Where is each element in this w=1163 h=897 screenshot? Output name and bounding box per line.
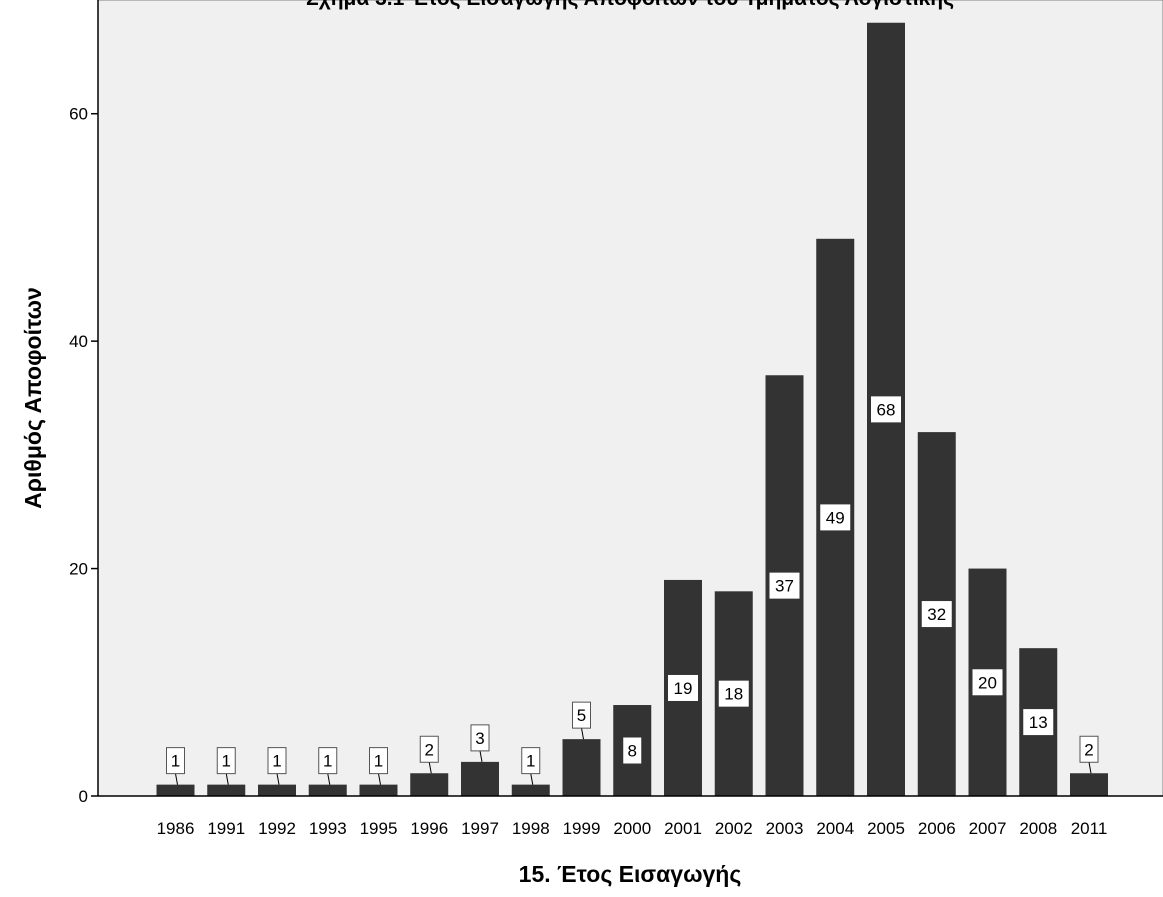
data-label-text: 3 [475,729,484,748]
y-ticks-group: 0 20 40 60 [69,105,98,806]
x-tick-label-2007: 2007 [969,819,1007,838]
x-ticks-group: 1986 1991 1992 1993 1995 1996 1997 1998 1999 2000… [157,819,1108,838]
bar-1996 [410,773,448,796]
data-label-text: 1 [374,752,383,771]
data-label-text: 8 [628,742,637,761]
bar-2011 [1070,773,1108,796]
data-label-text: 1 [171,752,180,771]
x-tick-label-2002: 2002 [715,819,753,838]
data-label-2002: 18 [719,681,749,707]
x-tick-label-2000: 2000 [613,819,651,838]
data-label-2003: 37 [770,573,800,599]
data-label-text: 37 [775,577,794,596]
x-tick-label-2011: 2011 [1071,819,1108,838]
x-tick-label-2006: 2006 [918,819,956,838]
y-tick-label-20: 20 [69,560,88,579]
data-label-2006: 32 [922,601,952,627]
data-label-text: 32 [927,605,946,624]
data-label-2007: 20 [973,669,1003,695]
bar-1999 [563,739,601,796]
data-label-2004: 49 [820,504,850,530]
x-tick-label-2001: 2001 [664,819,702,838]
y-tick-label-0: 0 [79,787,88,806]
x-axis-title: 15. Έτος Εισαγωγής [519,861,742,887]
data-label-text: 1 [526,752,535,771]
x-tick-label-1991: 1991 [207,819,245,838]
data-label-text: 5 [577,706,586,725]
bar-1995 [360,785,398,796]
bar-1993 [309,785,347,796]
x-tick-label-2003: 2003 [766,819,804,838]
bar-1991 [207,785,245,796]
x-tick-label-1997: 1997 [461,819,499,838]
data-label-text: 13 [1029,713,1048,732]
x-tick-label-1986: 1986 [157,819,195,838]
data-label-text: 19 [674,679,693,698]
data-label-text: 49 [826,508,845,527]
y-tick-label-40: 40 [69,332,88,351]
bar-1992 [258,785,296,796]
data-label-text: 2 [425,740,434,759]
data-label-2008: 13 [1023,709,1053,735]
bar-1986 [157,785,195,796]
data-label-text: 20 [978,673,997,692]
x-tick-label-1995: 1995 [360,819,398,838]
x-tick-label-1999: 1999 [563,819,601,838]
data-label-text: 2 [1084,740,1093,759]
data-label-text: 1 [323,752,332,771]
data-label-text: 68 [877,400,896,419]
y-axis-title: Αριθμός Αποφοίτων [20,287,46,509]
bar-1997 [461,762,499,796]
data-label-2001: 19 [668,675,698,701]
data-label-text: 1 [272,752,281,771]
x-tick-label-1996: 1996 [410,819,448,838]
chart-title: Σχήμα 3.1 Έτος Εισαγωγής Αποφοίτων του Τ… [306,0,954,10]
x-tick-label-2008: 2008 [1019,819,1057,838]
data-label-2005: 68 [871,396,901,422]
data-label-2000: 8 [623,738,641,764]
x-tick-label-2004: 2004 [816,819,854,838]
x-tick-label-1998: 1998 [512,819,550,838]
x-tick-label-2005: 2005 [867,819,905,838]
x-tick-label-1992: 1992 [258,819,296,838]
bar-1998 [512,785,550,796]
y-tick-label-60: 60 [69,105,88,124]
data-label-text: 18 [724,685,743,704]
data-label-text: 1 [222,752,231,771]
x-tick-label-1993: 1993 [309,819,347,838]
